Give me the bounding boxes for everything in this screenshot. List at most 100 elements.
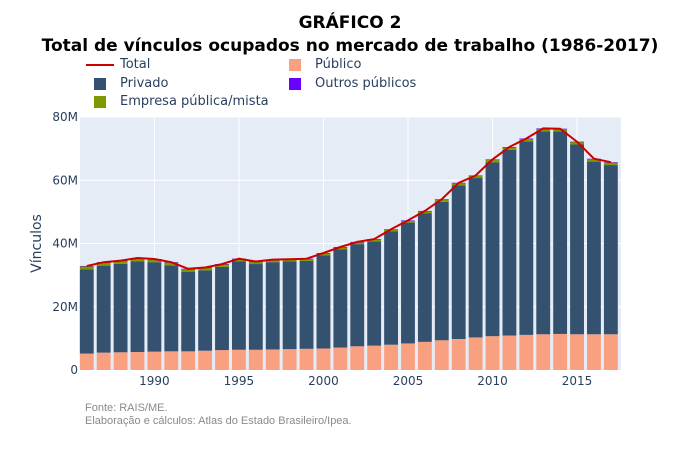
x-tick-label: 1995 [224,374,255,388]
legend-label-privado: Privado [120,76,169,91]
bar-empresa [198,267,213,271]
bar-publico [384,344,399,370]
bar-publico [198,350,213,370]
bar-publico [181,351,196,370]
bar-privado [401,222,415,344]
y-tick-label: 60M [52,173,78,187]
bar-publico [130,351,145,370]
bar-publico [248,349,263,370]
y-tick-label: 80M [52,110,78,124]
bar-publico [519,334,534,370]
bar-publico [164,351,179,370]
bar-publico [570,334,584,370]
bar-empresa [113,260,128,264]
bar-publico [485,336,500,370]
bar-empresa [603,162,618,166]
bar-empresa [181,269,196,272]
bar-privado [468,178,483,338]
bar-empresa [96,262,111,266]
legend-label-empresa: Empresa pública/mista [120,94,269,109]
bar-privado [384,231,399,345]
bar-publico [215,350,229,370]
bar-empresa [147,259,162,263]
bar-empresa [282,259,297,262]
bar-publico [587,334,601,370]
bar-privado [248,264,263,350]
bar-outros [79,265,94,267]
bar-empresa [367,239,382,242]
bar-publico [502,335,517,370]
bar-privado [570,144,584,335]
bar-publico [553,333,568,370]
bar-privado [553,131,568,334]
bar-privado [350,244,365,347]
bar-privado [502,149,517,336]
bar-privado [130,261,145,352]
bar-empresa [316,253,331,256]
bar-publico [434,340,449,370]
source-line-2: Elaboração e cálculos: Atlas do Estado B… [85,415,352,427]
bar-privado [587,161,601,335]
x-tick-label: 2005 [393,374,424,388]
bar-empresa [265,259,280,263]
bar-publico [96,352,111,370]
bar-privado [519,141,534,335]
bar-privado [333,249,348,348]
bar-publico [451,339,466,370]
x-tick-label: 2000 [308,374,339,388]
bar-empresa [130,258,145,262]
bar-empresa [519,138,534,142]
bar-publico [299,348,314,370]
bar-empresa [350,242,365,245]
bar-empresa [553,129,568,132]
bar-privado [79,269,94,354]
bar-publico [468,337,483,370]
bar-empresa [570,141,584,145]
bar-privado [265,262,280,350]
bar-publico [350,346,365,370]
bar-privado [367,241,382,346]
bar-empresa [587,159,601,162]
bar-publico [316,348,331,370]
bar-empresa [451,183,466,186]
bar-empresa [215,264,229,267]
bar-privado [215,266,229,351]
bar-empresa [434,199,449,202]
bar-publico [282,349,297,370]
total-line [86,127,612,270]
chart-title: GRÁFICO 2 Total de vínculos ocupados no … [0,12,700,58]
bar-empresa [231,258,246,262]
bar-privado [603,165,618,335]
legend-swatch-publico [289,59,301,71]
bar-privado [451,185,466,340]
bar-privado [299,260,314,349]
bar-publico [265,349,280,370]
chart-title-line-1: GRÁFICO 2 [298,13,402,33]
legend-label-outros: Outros públicos [315,76,417,91]
bar-empresa [485,159,500,163]
x-tick-label: 1990 [139,374,170,388]
bar-privado [113,263,128,353]
y-tick-label: 20M [52,300,78,314]
bar-empresa [384,229,399,232]
bar-privado [181,271,196,352]
bar-empresa [79,266,94,270]
bar-publico [333,347,348,370]
bar-empresa [299,258,314,261]
y-tick-label: 0 [70,363,78,377]
bar-publico [603,334,618,370]
legend-swatch-outros [289,78,301,90]
chart-legend: Total Público Privado Outros públicos Em… [86,56,446,112]
x-tick-label: 2015 [562,374,593,388]
bar-publico [231,349,246,370]
bar-empresa [333,247,348,250]
bar-empresa [401,220,415,223]
bar-publico [367,345,382,370]
bar-privado [164,265,179,352]
legend-label-publico: Público [315,57,362,72]
bar-empresa [248,261,263,265]
bar-empresa [468,175,483,179]
bar-publico [147,351,162,370]
bar-publico [79,353,94,370]
